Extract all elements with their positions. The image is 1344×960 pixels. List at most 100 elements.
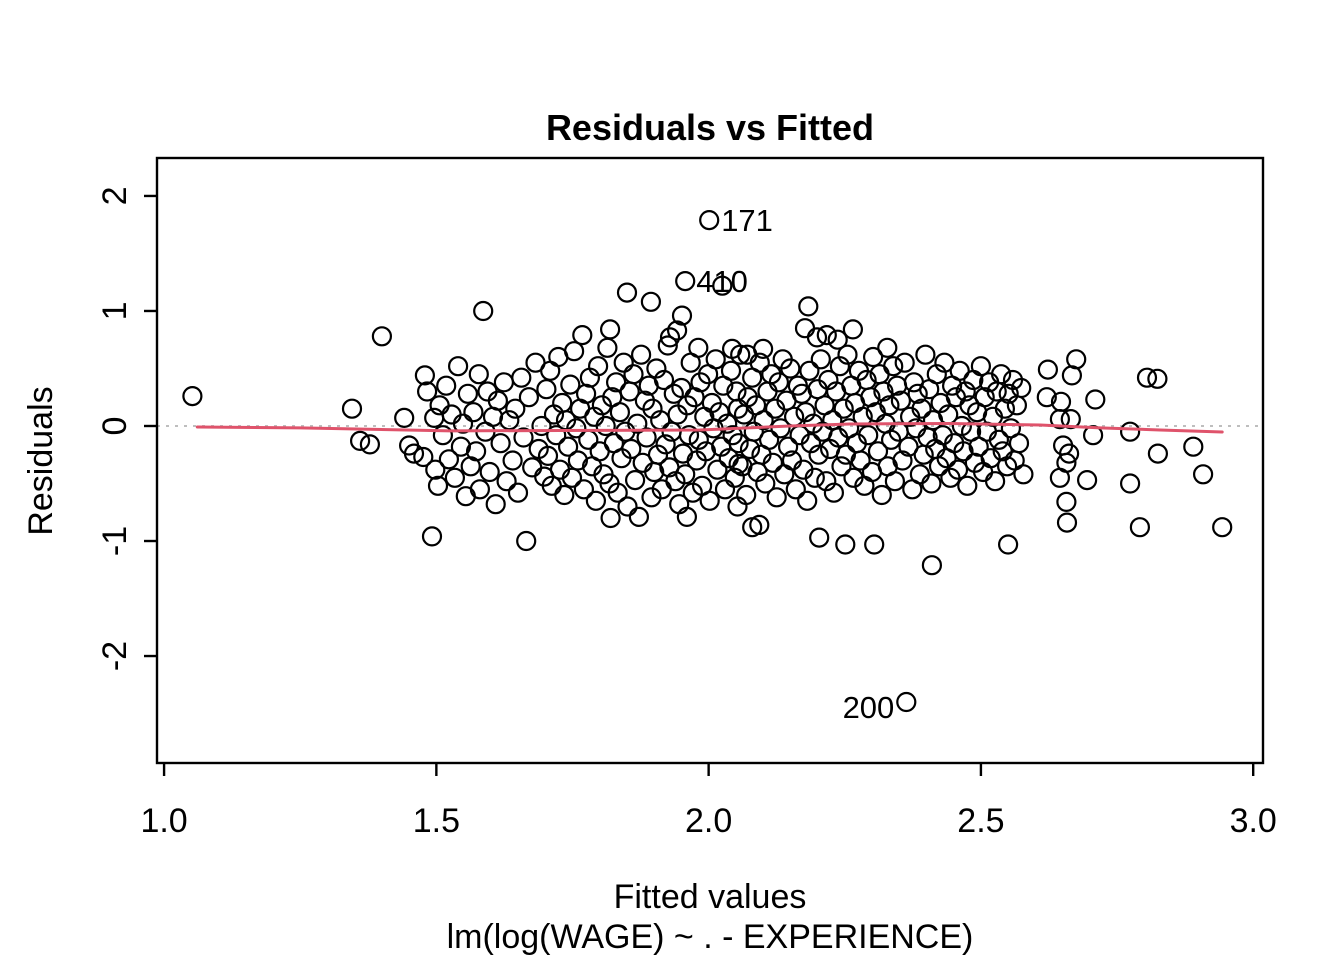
data-point: [575, 383, 597, 404]
data-point: [727, 496, 748, 517]
data-point: [425, 459, 446, 480]
y-axis-title: Residuals: [22, 386, 60, 535]
data-point: [493, 372, 514, 393]
data-point: [831, 456, 852, 477]
outlier-point-label: 171: [721, 203, 773, 238]
data-point: [1008, 433, 1030, 454]
y-tick-label: 1: [96, 302, 134, 321]
data-point: [798, 296, 819, 317]
data-point: [655, 434, 676, 455]
data-point: [1119, 421, 1141, 442]
data-point: [647, 444, 669, 465]
data-point: [463, 402, 484, 423]
data-point: [768, 372, 790, 393]
data-point: [1212, 517, 1233, 538]
data-point: [455, 486, 476, 507]
data-point: [974, 387, 995, 408]
data-point: [350, 430, 371, 451]
data-point: [1147, 443, 1169, 464]
data-point: [432, 425, 453, 446]
data-point: [421, 526, 443, 547]
data-point: [1058, 443, 1080, 464]
data-point: [797, 490, 818, 511]
data-point: [627, 413, 648, 434]
data-point: [780, 358, 801, 379]
data-point: [578, 429, 599, 450]
data-point: [695, 441, 717, 462]
data-point: [1056, 491, 1077, 512]
data-point: [907, 383, 928, 404]
data-point: [438, 449, 459, 470]
data-point: [466, 441, 487, 462]
data-point: [809, 527, 830, 548]
data-point: [394, 407, 415, 428]
data-point: [623, 364, 644, 385]
data-point: [502, 450, 523, 471]
data-point: [877, 337, 898, 358]
data-point: [540, 360, 561, 381]
data-point: [182, 386, 203, 407]
data-point: [448, 356, 469, 377]
data-point: [808, 444, 829, 465]
data-point: [898, 436, 919, 457]
data-point: [714, 479, 736, 500]
data-point: [911, 398, 932, 419]
data-point: [743, 421, 764, 442]
data-point: [688, 337, 709, 358]
data-point: [909, 464, 931, 485]
data-point: [607, 482, 628, 503]
data-point: [712, 275, 733, 296]
data-point: [585, 490, 607, 511]
data-point: [858, 425, 879, 446]
data-point: [628, 506, 650, 528]
data-point: [450, 436, 471, 457]
y-tick-label: -2: [96, 641, 134, 671]
data-point: [1192, 464, 1214, 485]
data-point: [1066, 349, 1087, 370]
data-point: [852, 406, 873, 427]
data-point: [980, 448, 1001, 469]
data-point: [837, 344, 858, 365]
data-point: [505, 398, 526, 419]
smoother-line: [195, 421, 1224, 434]
y-axis: 2 1 0 -1 -2: [96, 186, 157, 671]
data-point: [850, 450, 871, 471]
data-point: [810, 349, 831, 370]
data-point: [457, 383, 478, 404]
data-point: [835, 534, 856, 555]
data-point: [1050, 391, 1072, 412]
plot-title: Residuals vs Fitted: [546, 107, 874, 148]
data-point: [984, 471, 1006, 492]
data-point: [444, 467, 465, 488]
outlier-point-label: 410: [696, 264, 748, 299]
data-point: [536, 379, 557, 400]
data-point: [728, 453, 749, 475]
data-point: [949, 360, 970, 381]
data-point: [617, 496, 638, 517]
data-point: [739, 438, 761, 460]
data-point: [957, 475, 978, 496]
data-point: [1011, 377, 1032, 399]
data-point: [479, 461, 500, 483]
data-point: [676, 506, 698, 528]
data-point: [1183, 436, 1204, 457]
data-point: [599, 319, 621, 340]
data-point: [616, 282, 638, 303]
data-point: [554, 484, 575, 506]
data-point: [473, 300, 494, 322]
data-point: [890, 390, 912, 411]
data-point: [827, 329, 848, 350]
data-point: [561, 467, 583, 488]
data-point: [657, 335, 678, 356]
data-point: [757, 381, 778, 402]
data-point: [753, 410, 774, 431]
plot-box: [155, 156, 1265, 765]
data-point: [485, 494, 506, 515]
data-point: [730, 344, 751, 365]
data-point: [427, 475, 449, 496]
data-point: [990, 364, 1012, 385]
data-point: [921, 473, 942, 494]
data-point: [783, 406, 805, 427]
data-point: [1036, 387, 1057, 408]
